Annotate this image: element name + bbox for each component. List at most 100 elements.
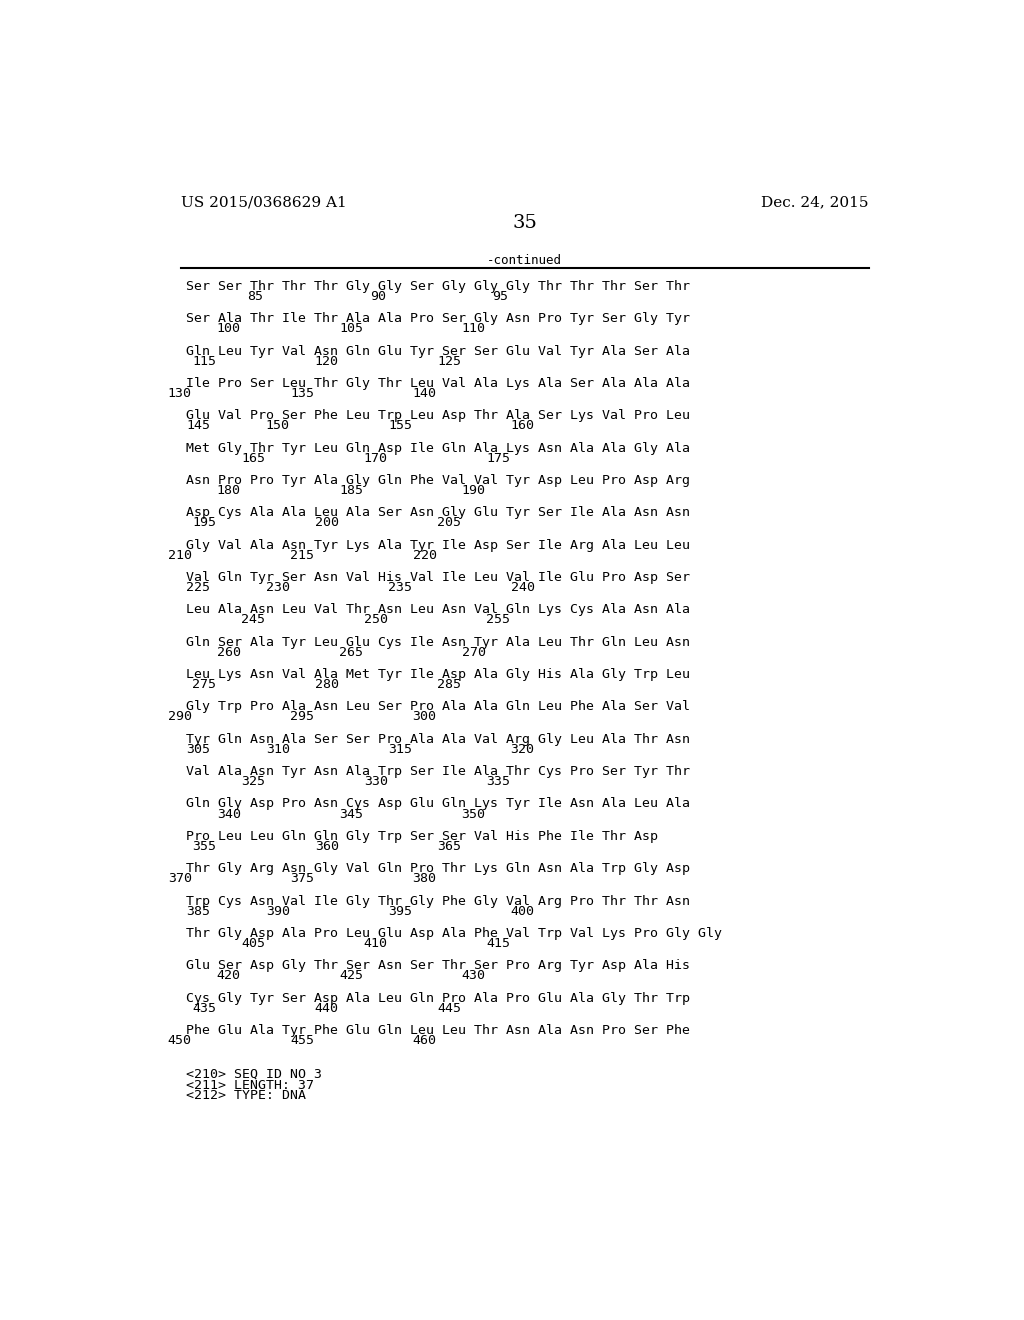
- Text: 410: 410: [364, 937, 388, 950]
- Text: 380: 380: [413, 873, 436, 886]
- Text: 145: 145: [186, 420, 210, 433]
- Text: 350: 350: [462, 808, 485, 821]
- Text: Dec. 24, 2015: Dec. 24, 2015: [762, 195, 869, 210]
- Text: Gly Trp Pro Ala Asn Leu Ser Pro Ala Ala Gln Leu Phe Ala Ser Val: Gly Trp Pro Ala Asn Leu Ser Pro Ala Ala …: [186, 701, 690, 714]
- Text: Phe Glu Ala Tyr Phe Glu Gln Leu Leu Thr Asn Ala Asn Pro Ser Phe: Phe Glu Ala Tyr Phe Glu Gln Leu Leu Thr …: [186, 1024, 690, 1038]
- Text: 360: 360: [314, 840, 339, 853]
- Text: 260: 260: [217, 645, 241, 659]
- Text: <212> TYPE: DNA: <212> TYPE: DNA: [186, 1089, 306, 1102]
- Text: Trp Cys Asn Val Ile Gly Thr Gly Phe Gly Val Arg Pro Thr Thr Asn: Trp Cys Asn Val Ile Gly Thr Gly Phe Gly …: [186, 895, 690, 908]
- Text: 415: 415: [486, 937, 510, 950]
- Text: 175: 175: [486, 451, 510, 465]
- Text: 365: 365: [437, 840, 461, 853]
- Text: 270: 270: [462, 645, 485, 659]
- Text: 280: 280: [314, 678, 339, 692]
- Text: 210: 210: [168, 549, 191, 562]
- Text: 125: 125: [437, 355, 461, 368]
- Text: Met Gly Thr Tyr Leu Gln Asp Ile Gln Ala Lys Asn Ala Ala Gly Ala: Met Gly Thr Tyr Leu Gln Asp Ile Gln Ala …: [186, 442, 690, 455]
- Text: Glu Val Pro Ser Phe Leu Trp Leu Asp Thr Ala Ser Lys Val Pro Leu: Glu Val Pro Ser Phe Leu Trp Leu Asp Thr …: [186, 409, 690, 422]
- Text: 190: 190: [462, 484, 485, 498]
- Text: 385: 385: [186, 904, 210, 917]
- Text: 320: 320: [511, 743, 535, 756]
- Text: Glu Ser Asp Gly Thr Ser Asn Ser Thr Ser Pro Arg Tyr Asp Ala His: Glu Ser Asp Gly Thr Ser Asn Ser Thr Ser …: [186, 960, 690, 973]
- Text: 265: 265: [339, 645, 364, 659]
- Text: -continued: -continued: [487, 253, 562, 267]
- Text: <211> LENGTH: 37: <211> LENGTH: 37: [186, 1078, 314, 1092]
- Text: 255: 255: [486, 614, 510, 627]
- Text: 405: 405: [242, 937, 265, 950]
- Text: 300: 300: [413, 710, 436, 723]
- Text: US 2015/0368629 A1: US 2015/0368629 A1: [180, 195, 346, 210]
- Text: 355: 355: [193, 840, 216, 853]
- Text: 85: 85: [248, 290, 263, 304]
- Text: 450: 450: [168, 1034, 191, 1047]
- Text: 400: 400: [511, 904, 535, 917]
- Text: 110: 110: [462, 322, 485, 335]
- Text: Val Gln Tyr Ser Asn Val His Val Ile Leu Val Ile Glu Pro Asp Ser: Val Gln Tyr Ser Asn Val His Val Ile Leu …: [186, 572, 690, 585]
- Text: Gln Leu Tyr Val Asn Gln Glu Tyr Ser Ser Glu Val Tyr Ala Ser Ala: Gln Leu Tyr Val Asn Gln Glu Tyr Ser Ser …: [186, 345, 690, 358]
- Text: 180: 180: [217, 484, 241, 498]
- Text: 225: 225: [186, 581, 210, 594]
- Text: 170: 170: [364, 451, 388, 465]
- Text: 230: 230: [265, 581, 290, 594]
- Text: 295: 295: [290, 710, 314, 723]
- Text: 185: 185: [339, 484, 364, 498]
- Text: <210> SEQ ID NO 3: <210> SEQ ID NO 3: [186, 1068, 323, 1081]
- Text: Leu Ala Asn Leu Val Thr Asn Leu Asn Val Gln Lys Cys Ala Asn Ala: Leu Ala Asn Leu Val Thr Asn Leu Asn Val …: [186, 603, 690, 616]
- Text: 90: 90: [370, 290, 386, 304]
- Text: 140: 140: [413, 387, 436, 400]
- Text: 395: 395: [388, 904, 413, 917]
- Text: 135: 135: [290, 387, 314, 400]
- Text: Ser Ser Thr Thr Thr Gly Gly Ser Gly Gly Gly Thr Thr Thr Ser Thr: Ser Ser Thr Thr Thr Gly Gly Ser Gly Gly …: [186, 280, 690, 293]
- Text: 205: 205: [437, 516, 461, 529]
- Text: 245: 245: [242, 614, 265, 627]
- Text: 35: 35: [512, 214, 538, 232]
- Text: 220: 220: [413, 549, 436, 562]
- Text: 305: 305: [186, 743, 210, 756]
- Text: 250: 250: [364, 614, 388, 627]
- Text: 105: 105: [339, 322, 364, 335]
- Text: 120: 120: [314, 355, 339, 368]
- Text: 95: 95: [493, 290, 508, 304]
- Text: 155: 155: [388, 420, 413, 433]
- Text: Thr Gly Asp Ala Pro Leu Glu Asp Ala Phe Val Trp Val Lys Pro Gly Gly: Thr Gly Asp Ala Pro Leu Glu Asp Ala Phe …: [186, 927, 722, 940]
- Text: Gly Val Ala Asn Tyr Lys Ala Tyr Ile Asp Ser Ile Arg Ala Leu Leu: Gly Val Ala Asn Tyr Lys Ala Tyr Ile Asp …: [186, 539, 690, 552]
- Text: 420: 420: [217, 969, 241, 982]
- Text: 445: 445: [437, 1002, 461, 1015]
- Text: 440: 440: [314, 1002, 339, 1015]
- Text: 285: 285: [437, 678, 461, 692]
- Text: 165: 165: [242, 451, 265, 465]
- Text: 150: 150: [265, 420, 290, 433]
- Text: 240: 240: [511, 581, 535, 594]
- Text: 325: 325: [242, 775, 265, 788]
- Text: 330: 330: [364, 775, 388, 788]
- Text: 455: 455: [290, 1034, 314, 1047]
- Text: 335: 335: [486, 775, 510, 788]
- Text: 275: 275: [193, 678, 216, 692]
- Text: Cys Gly Tyr Ser Asp Ala Leu Gln Pro Ala Pro Glu Ala Gly Thr Trp: Cys Gly Tyr Ser Asp Ala Leu Gln Pro Ala …: [186, 991, 690, 1005]
- Text: 115: 115: [193, 355, 216, 368]
- Text: 460: 460: [413, 1034, 436, 1047]
- Text: 160: 160: [511, 420, 535, 433]
- Text: 340: 340: [217, 808, 241, 821]
- Text: 315: 315: [388, 743, 413, 756]
- Text: Thr Gly Arg Asn Gly Val Gln Pro Thr Lys Gln Asn Ala Trp Gly Asp: Thr Gly Arg Asn Gly Val Gln Pro Thr Lys …: [186, 862, 690, 875]
- Text: 435: 435: [193, 1002, 216, 1015]
- Text: 200: 200: [314, 516, 339, 529]
- Text: 100: 100: [217, 322, 241, 335]
- Text: Asn Pro Pro Tyr Ala Gly Gln Phe Val Val Tyr Asp Leu Pro Asp Arg: Asn Pro Pro Tyr Ala Gly Gln Phe Val Val …: [186, 474, 690, 487]
- Text: Asp Cys Ala Ala Leu Ala Ser Asn Gly Glu Tyr Ser Ile Ala Asn Asn: Asp Cys Ala Ala Leu Ala Ser Asn Gly Glu …: [186, 507, 690, 520]
- Text: 310: 310: [265, 743, 290, 756]
- Text: 130: 130: [168, 387, 191, 400]
- Text: Leu Lys Asn Val Ala Met Tyr Ile Asp Ala Gly His Ala Gly Trp Leu: Leu Lys Asn Val Ala Met Tyr Ile Asp Ala …: [186, 668, 690, 681]
- Text: 290: 290: [168, 710, 191, 723]
- Text: 430: 430: [462, 969, 485, 982]
- Text: 390: 390: [265, 904, 290, 917]
- Text: 425: 425: [339, 969, 364, 982]
- Text: Val Ala Asn Tyr Asn Ala Trp Ser Ile Ala Thr Cys Pro Ser Tyr Thr: Val Ala Asn Tyr Asn Ala Trp Ser Ile Ala …: [186, 766, 690, 779]
- Text: Gln Gly Asp Pro Asn Cys Asp Glu Gln Lys Tyr Ile Asn Ala Leu Ala: Gln Gly Asp Pro Asn Cys Asp Glu Gln Lys …: [186, 797, 690, 810]
- Text: 370: 370: [168, 873, 191, 886]
- Text: Gln Ser Ala Tyr Leu Glu Cys Ile Asn Tyr Ala Leu Thr Gln Leu Asn: Gln Ser Ala Tyr Leu Glu Cys Ile Asn Tyr …: [186, 636, 690, 649]
- Text: 195: 195: [193, 516, 216, 529]
- Text: 375: 375: [290, 873, 314, 886]
